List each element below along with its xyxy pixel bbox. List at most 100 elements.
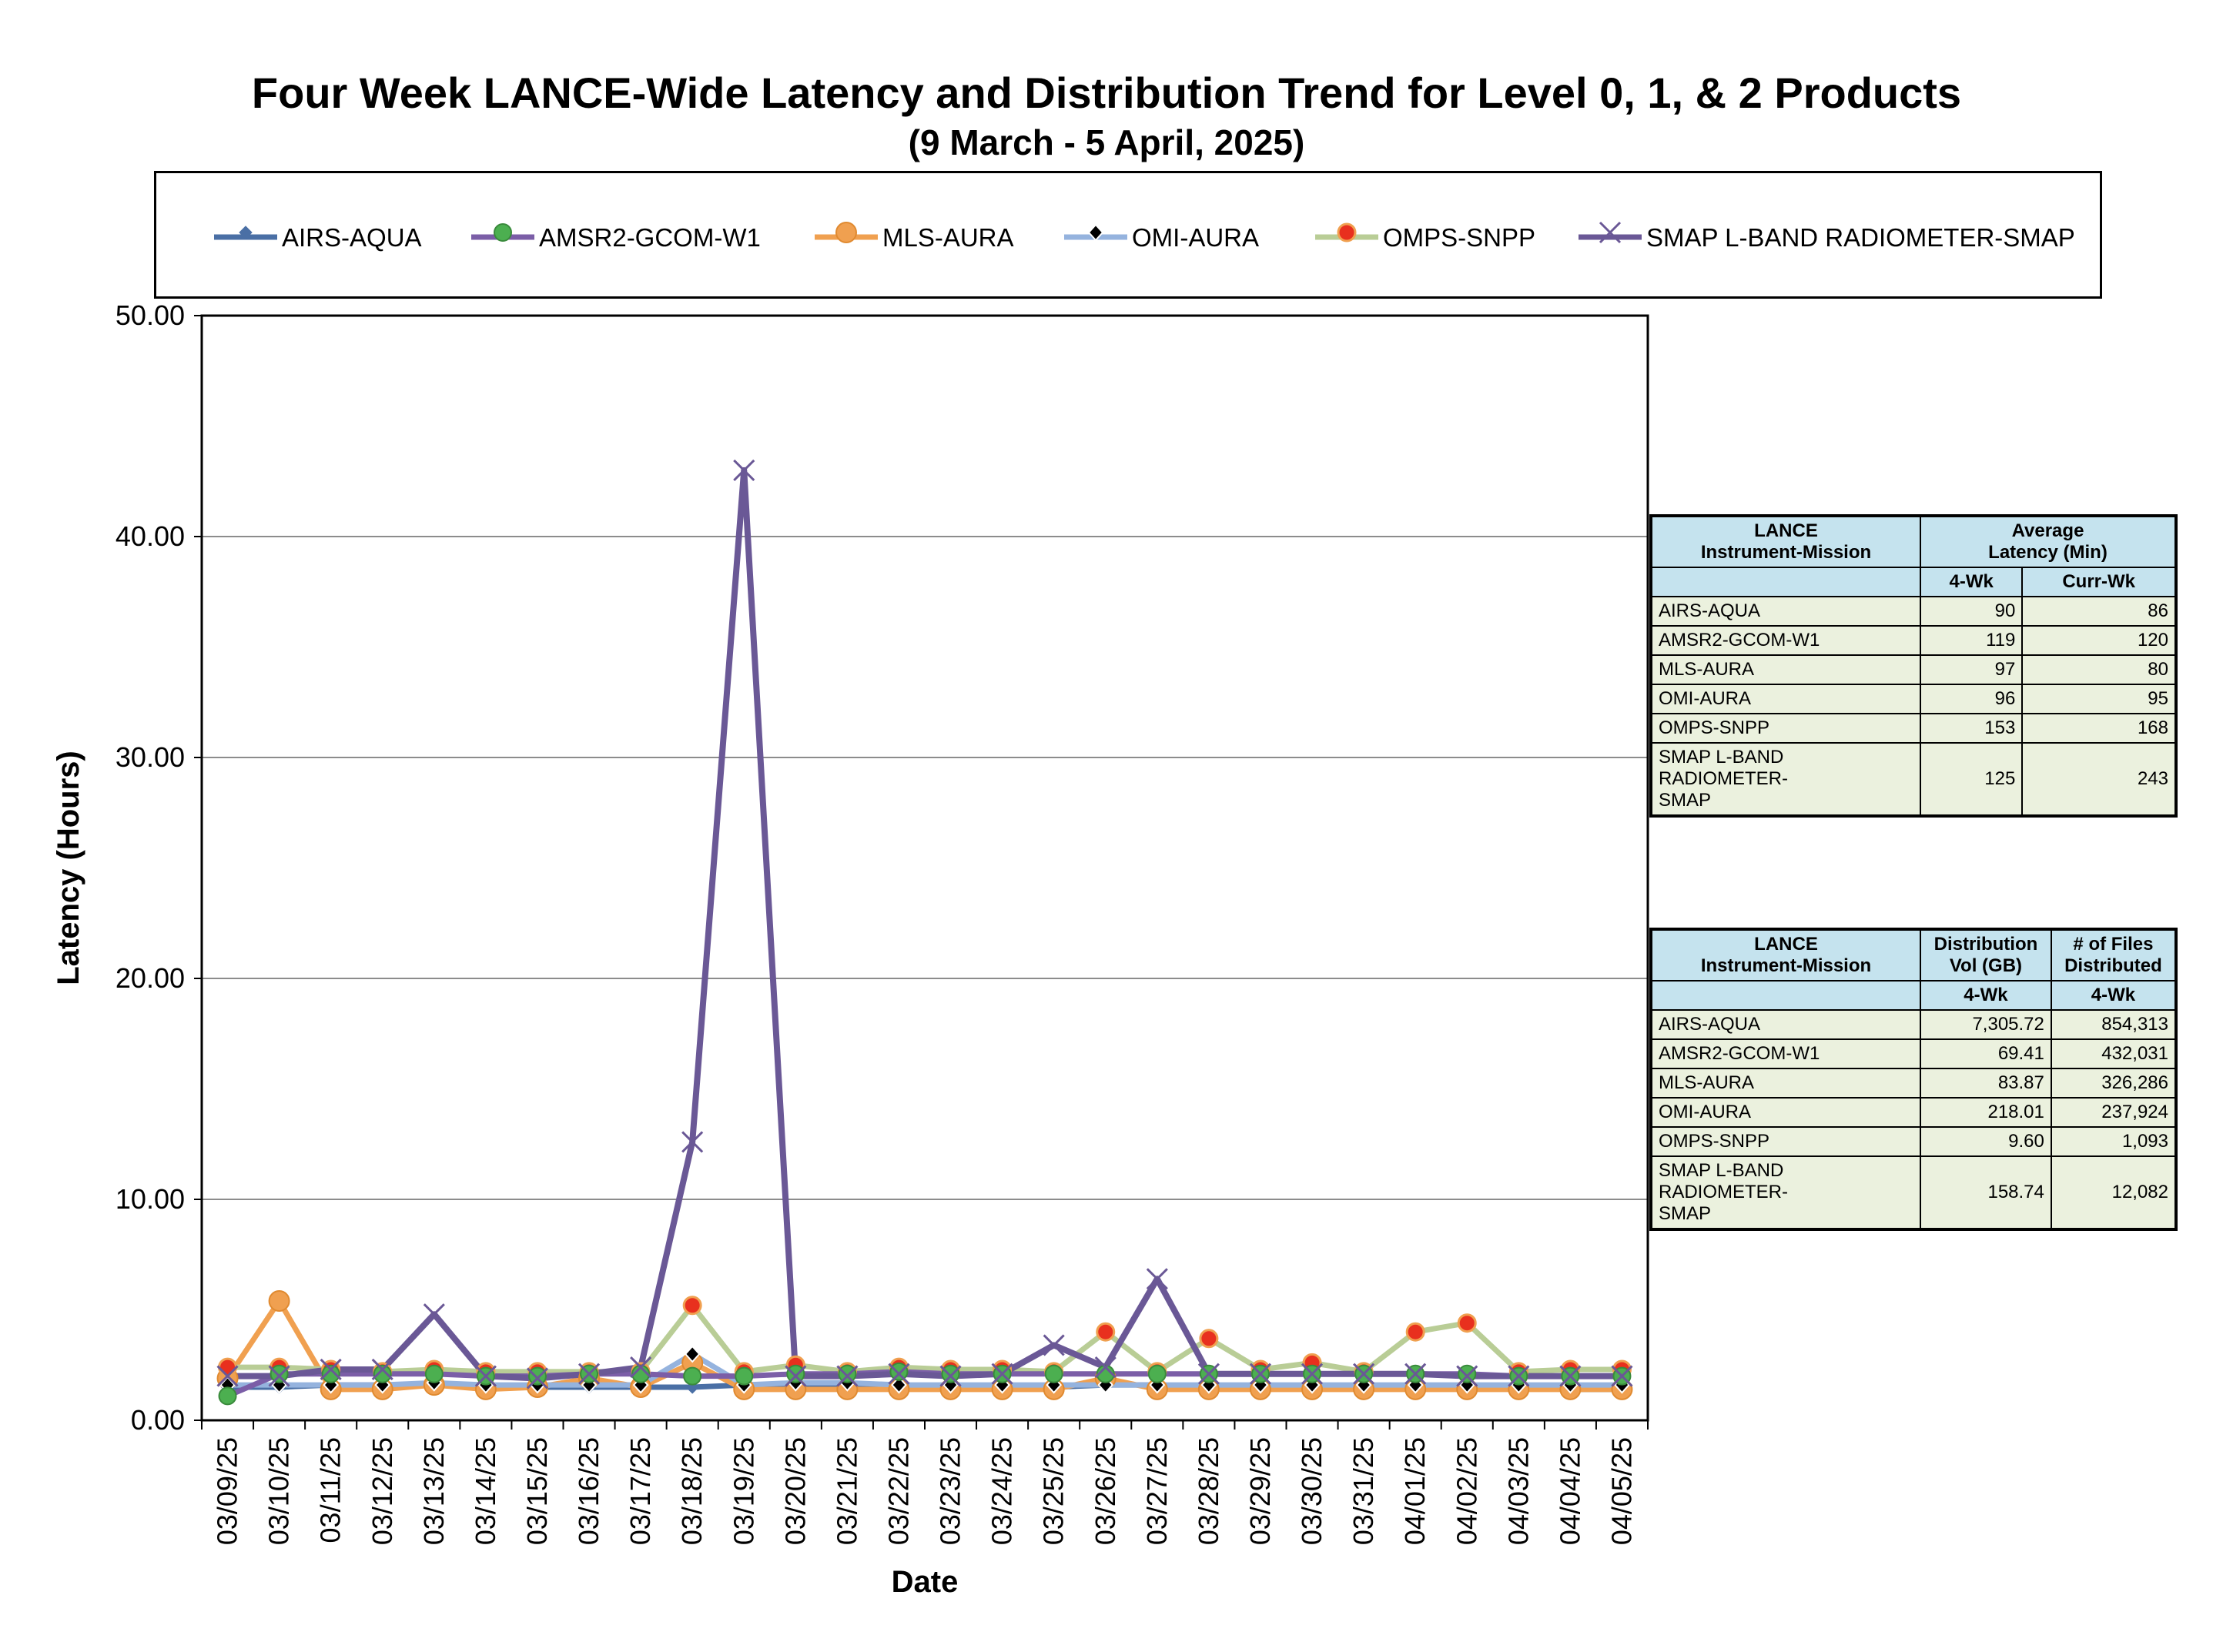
latency-cell-name: OMPS-SNPP: [1650, 713, 1921, 744]
data-point: [1404, 1363, 1427, 1385]
dist-row: AIRS-AQUA 7,305.72 854,313: [1650, 1009, 2178, 1040]
chart-subtitle: (9 March - 5 April, 2025): [908, 122, 1305, 162]
data-point: [631, 1364, 651, 1383]
latency-cell-four_wk: 96: [1919, 684, 2024, 714]
legend-label: AMSR2-GCOM-W1: [539, 223, 761, 252]
legend-label: MLS-AURA: [882, 223, 1014, 252]
x-tick-label: 03/29/25: [1244, 1437, 1276, 1545]
dist-header-volume: Distribution Vol (GB): [1920, 928, 2052, 982]
dist-cell-name: OMPS-SNPP: [1650, 1126, 1921, 1157]
x-tick-label: 03/23/25: [935, 1437, 966, 1545]
legend-label: AIRS-AQUA: [282, 223, 422, 252]
data-point: [888, 1363, 910, 1385]
legend-marker: [1087, 223, 1104, 242]
data-point: [1458, 1364, 1477, 1383]
data-point: [1559, 1365, 1582, 1387]
y-tick-label: 20.00: [116, 962, 185, 994]
latency-subheader-curr: Curr-Wk: [2021, 567, 2177, 597]
legend-label: OMI-AURA: [1132, 223, 1259, 252]
x-tick-label: 04/02/25: [1451, 1437, 1482, 1545]
data-point: [1301, 1363, 1324, 1385]
legend-marker: [494, 223, 512, 242]
data-point: [1353, 1363, 1375, 1385]
data-point: [1096, 1364, 1115, 1383]
data-point: [527, 1366, 547, 1386]
data-point: [838, 1364, 857, 1383]
dist-cell-files: 854,313: [2050, 1009, 2178, 1040]
data-point: [683, 1366, 702, 1386]
data-point: [1456, 1365, 1478, 1387]
dist-cell-vol: 7,305.72: [1920, 1009, 2052, 1040]
x-axis-title: Date: [892, 1565, 959, 1599]
y-tick-label: 30.00: [116, 741, 185, 773]
latency-cell-name: OMI-AURA: [1650, 684, 1921, 714]
latency-cell-four_wk: 119: [1919, 625, 2024, 656]
dist-row: OMPS-SNPP 9.60 1,093: [1650, 1126, 2178, 1157]
x-tick-label: 03/12/25: [367, 1437, 398, 1545]
data-point: [371, 1358, 393, 1381]
dist-cell-files: 326,286: [2050, 1068, 2178, 1099]
dist-row: MLS-AURA 83.87 326,286: [1650, 1068, 2178, 1099]
data-point: [1249, 1363, 1272, 1385]
latency-cell-curr_wk: 80: [2021, 654, 2177, 685]
latency-cell-name: MLS-AURA: [1650, 654, 1921, 685]
latency-row: MLS-AURA 97 80: [1650, 654, 2177, 685]
data-point: [268, 1365, 290, 1387]
data-point: [474, 1365, 497, 1387]
data-point: [891, 1376, 907, 1394]
data-point: [1405, 1322, 1425, 1342]
latency-row: OMI-AURA 96 95: [1650, 684, 2177, 714]
x-tick-label: 03/11/25: [315, 1437, 347, 1543]
latency-cell-four_wk: 153: [1919, 713, 2024, 744]
x-tick-label: 04/05/25: [1605, 1437, 1637, 1545]
legend: [154, 171, 2102, 299]
chart-title: Four Week LANCE-Wide Latency and Distrib…: [251, 69, 1962, 117]
data-point: [1044, 1364, 1063, 1383]
latency-cell-curr_wk: 95: [2021, 684, 2177, 714]
x-tick-label: 03/26/25: [1090, 1437, 1121, 1545]
latency-cell-name: AMSR2-GCOM-W1: [1650, 625, 1921, 656]
data-point: [785, 1365, 807, 1387]
data-point: [1147, 1364, 1167, 1383]
x-tick-label: 03/22/25: [882, 1437, 914, 1545]
dist-row: SMAP L-BAND RADIOMETER- SMAP 158.74 12,082: [1650, 1155, 2178, 1230]
x-tick-label: 03/14/25: [470, 1437, 501, 1545]
data-point: [218, 1386, 237, 1406]
y-tick-label: 10.00: [116, 1183, 185, 1215]
data-point: [578, 1363, 601, 1385]
x-tick-label: 03/09/25: [212, 1437, 243, 1545]
dist-subheader-files: 4-Wk: [2050, 980, 2178, 1011]
data-point: [373, 1364, 392, 1383]
data-point: [941, 1364, 960, 1383]
dist-cell-files: 1,093: [2050, 1126, 2178, 1157]
dist-row: AMSR2-GCOM-W1 69.41 432,031: [1650, 1038, 2178, 1069]
legend-marker: [239, 226, 253, 239]
data-point: [630, 1356, 652, 1379]
data-point: [733, 459, 755, 481]
dist-cell-name: SMAP L-BAND RADIOMETER- SMAP: [1650, 1155, 1921, 1230]
latency-row: SMAP L-BAND RADIOMETER- SMAP 125 243: [1650, 742, 2177, 817]
data-point: [424, 1364, 444, 1383]
dist-cell-vol: 69.41: [1920, 1038, 2052, 1069]
data-point: [939, 1365, 962, 1387]
plot-area: [200, 314, 1649, 1422]
x-tick-label: 03/24/25: [986, 1437, 1018, 1545]
data-point: [270, 1364, 289, 1383]
latency-header-mission: LANCE Instrument-Mission: [1650, 515, 1921, 568]
data-point: [1457, 1313, 1477, 1333]
x-tick-label: 03/27/25: [1141, 1437, 1173, 1545]
data-point: [526, 1367, 549, 1389]
legend-marker: [1337, 222, 1357, 242]
dist-cell-vol: 9.60: [1920, 1126, 2052, 1157]
data-point: [1197, 1363, 1220, 1385]
x-tick-label: 04/03/25: [1502, 1437, 1534, 1545]
data-point: [836, 1365, 859, 1387]
data-point: [216, 1365, 239, 1387]
data-point: [218, 1357, 238, 1377]
series-line: [225, 1298, 1622, 1393]
latency-cell-name: AIRS-AQUA: [1650, 596, 1921, 627]
dist-cell-files: 12,082: [2050, 1155, 2178, 1230]
dist-cell-vol: 83.87: [1920, 1068, 2052, 1099]
x-tick-label: 03/13/25: [418, 1437, 450, 1545]
